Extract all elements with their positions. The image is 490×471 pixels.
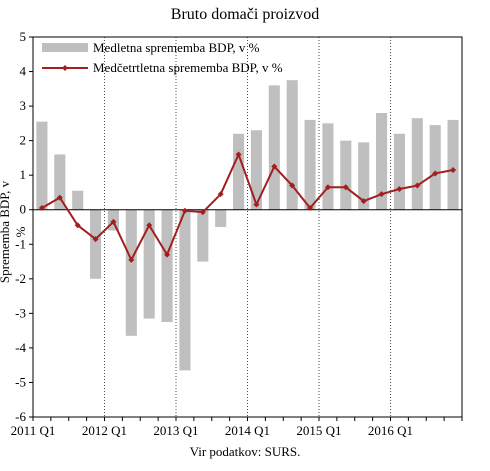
bar-9: [197, 209, 209, 262]
bar-21: [411, 118, 423, 210]
x-tick-label: 2015 Q1: [296, 423, 341, 438]
line-point-21: [414, 182, 421, 189]
x-tick-label: 2016 Q1: [368, 423, 413, 438]
y-tick-label: -2: [15, 271, 26, 286]
line-series: [38, 151, 457, 263]
line-point-9: [199, 209, 206, 216]
line-point-3: [92, 236, 99, 243]
y-tick-label: 2: [20, 133, 27, 148]
source-note: Vir podatkov: SURS.: [189, 444, 301, 459]
y-tick-label: 5: [20, 29, 27, 44]
legend-line-label: Medčetrtletna sprememba BDP, v %: [93, 60, 283, 75]
y-tick-label: -4: [15, 340, 26, 355]
bar-12: [250, 130, 262, 210]
bar-17: [340, 140, 352, 210]
line-point-11: [235, 151, 242, 158]
line-point-6: [146, 222, 153, 229]
line-point-22: [432, 170, 439, 177]
y-tick-label: -3: [15, 305, 26, 320]
y-tick-label: -1: [15, 236, 26, 251]
line-point-5: [128, 256, 135, 263]
bar-series: [36, 80, 459, 371]
bar-2: [72, 190, 84, 210]
bar-1: [54, 154, 66, 210]
line-point-23: [450, 167, 457, 173]
line-point-12: [253, 201, 260, 208]
bar-11: [233, 133, 245, 210]
bar-19: [376, 113, 388, 210]
line-point-19: [378, 191, 385, 198]
y-tick-label: -6: [15, 409, 26, 424]
line-point-0: [38, 205, 45, 211]
bar-18: [358, 142, 370, 210]
line-point-13: [271, 163, 278, 170]
bar-14: [286, 80, 298, 210]
bar-20: [393, 133, 405, 210]
y-tick-label: 0: [20, 202, 27, 217]
line-point-15: [307, 205, 314, 211]
line-point-8: [181, 207, 188, 214]
line-point-18: [360, 198, 367, 205]
line-point-2: [74, 222, 81, 229]
bar-8: [179, 209, 191, 371]
x-tick-label: 2013 Q1: [153, 423, 198, 438]
y-tick-label: 1: [20, 167, 27, 182]
bar-5: [125, 209, 137, 336]
line-point-17: [342, 184, 349, 191]
bar-3: [90, 209, 102, 279]
x-tick-label: 2011 Q1: [11, 423, 56, 438]
line-point-14: [289, 182, 296, 189]
line-point-10: [217, 191, 224, 198]
chart-title: Bruto domači proizvod: [170, 6, 320, 23]
y-tick-label: -5: [15, 374, 26, 389]
bar-6: [143, 209, 155, 319]
line-point-4: [110, 218, 117, 225]
legend-bar-swatch: [42, 43, 88, 52]
x-tick-label: 2012 Q1: [82, 423, 127, 438]
legend: Medletna sprememba BDP, v % Medčetrtletna…: [42, 40, 283, 75]
line-point-1: [56, 194, 63, 201]
y-tick-label: 4: [20, 64, 27, 79]
bar-10: [215, 209, 227, 227]
line-point-16: [324, 184, 331, 191]
line-path: [41, 151, 454, 263]
bar-7: [161, 209, 173, 322]
legend-line-marker: [62, 65, 68, 71]
y-tick-label: 3: [20, 98, 27, 113]
bar-23: [447, 119, 459, 210]
bar-22: [429, 125, 441, 210]
bar-13: [268, 85, 280, 210]
line-point-20: [396, 186, 403, 192]
bar-16: [322, 123, 334, 210]
bar-0: [36, 121, 48, 210]
legend-bar-label: Medletna sprememba BDP, v %: [93, 40, 260, 55]
line-point-7: [164, 251, 171, 258]
axes: -6 -5 -4 -3 -2 -1 0 1 2 3 4 5 2011 Q1 2012 Q1 2013 Q1 2…: [11, 29, 463, 438]
bar-15: [304, 119, 316, 210]
x-tick-label: 2014 Q1: [225, 423, 270, 438]
